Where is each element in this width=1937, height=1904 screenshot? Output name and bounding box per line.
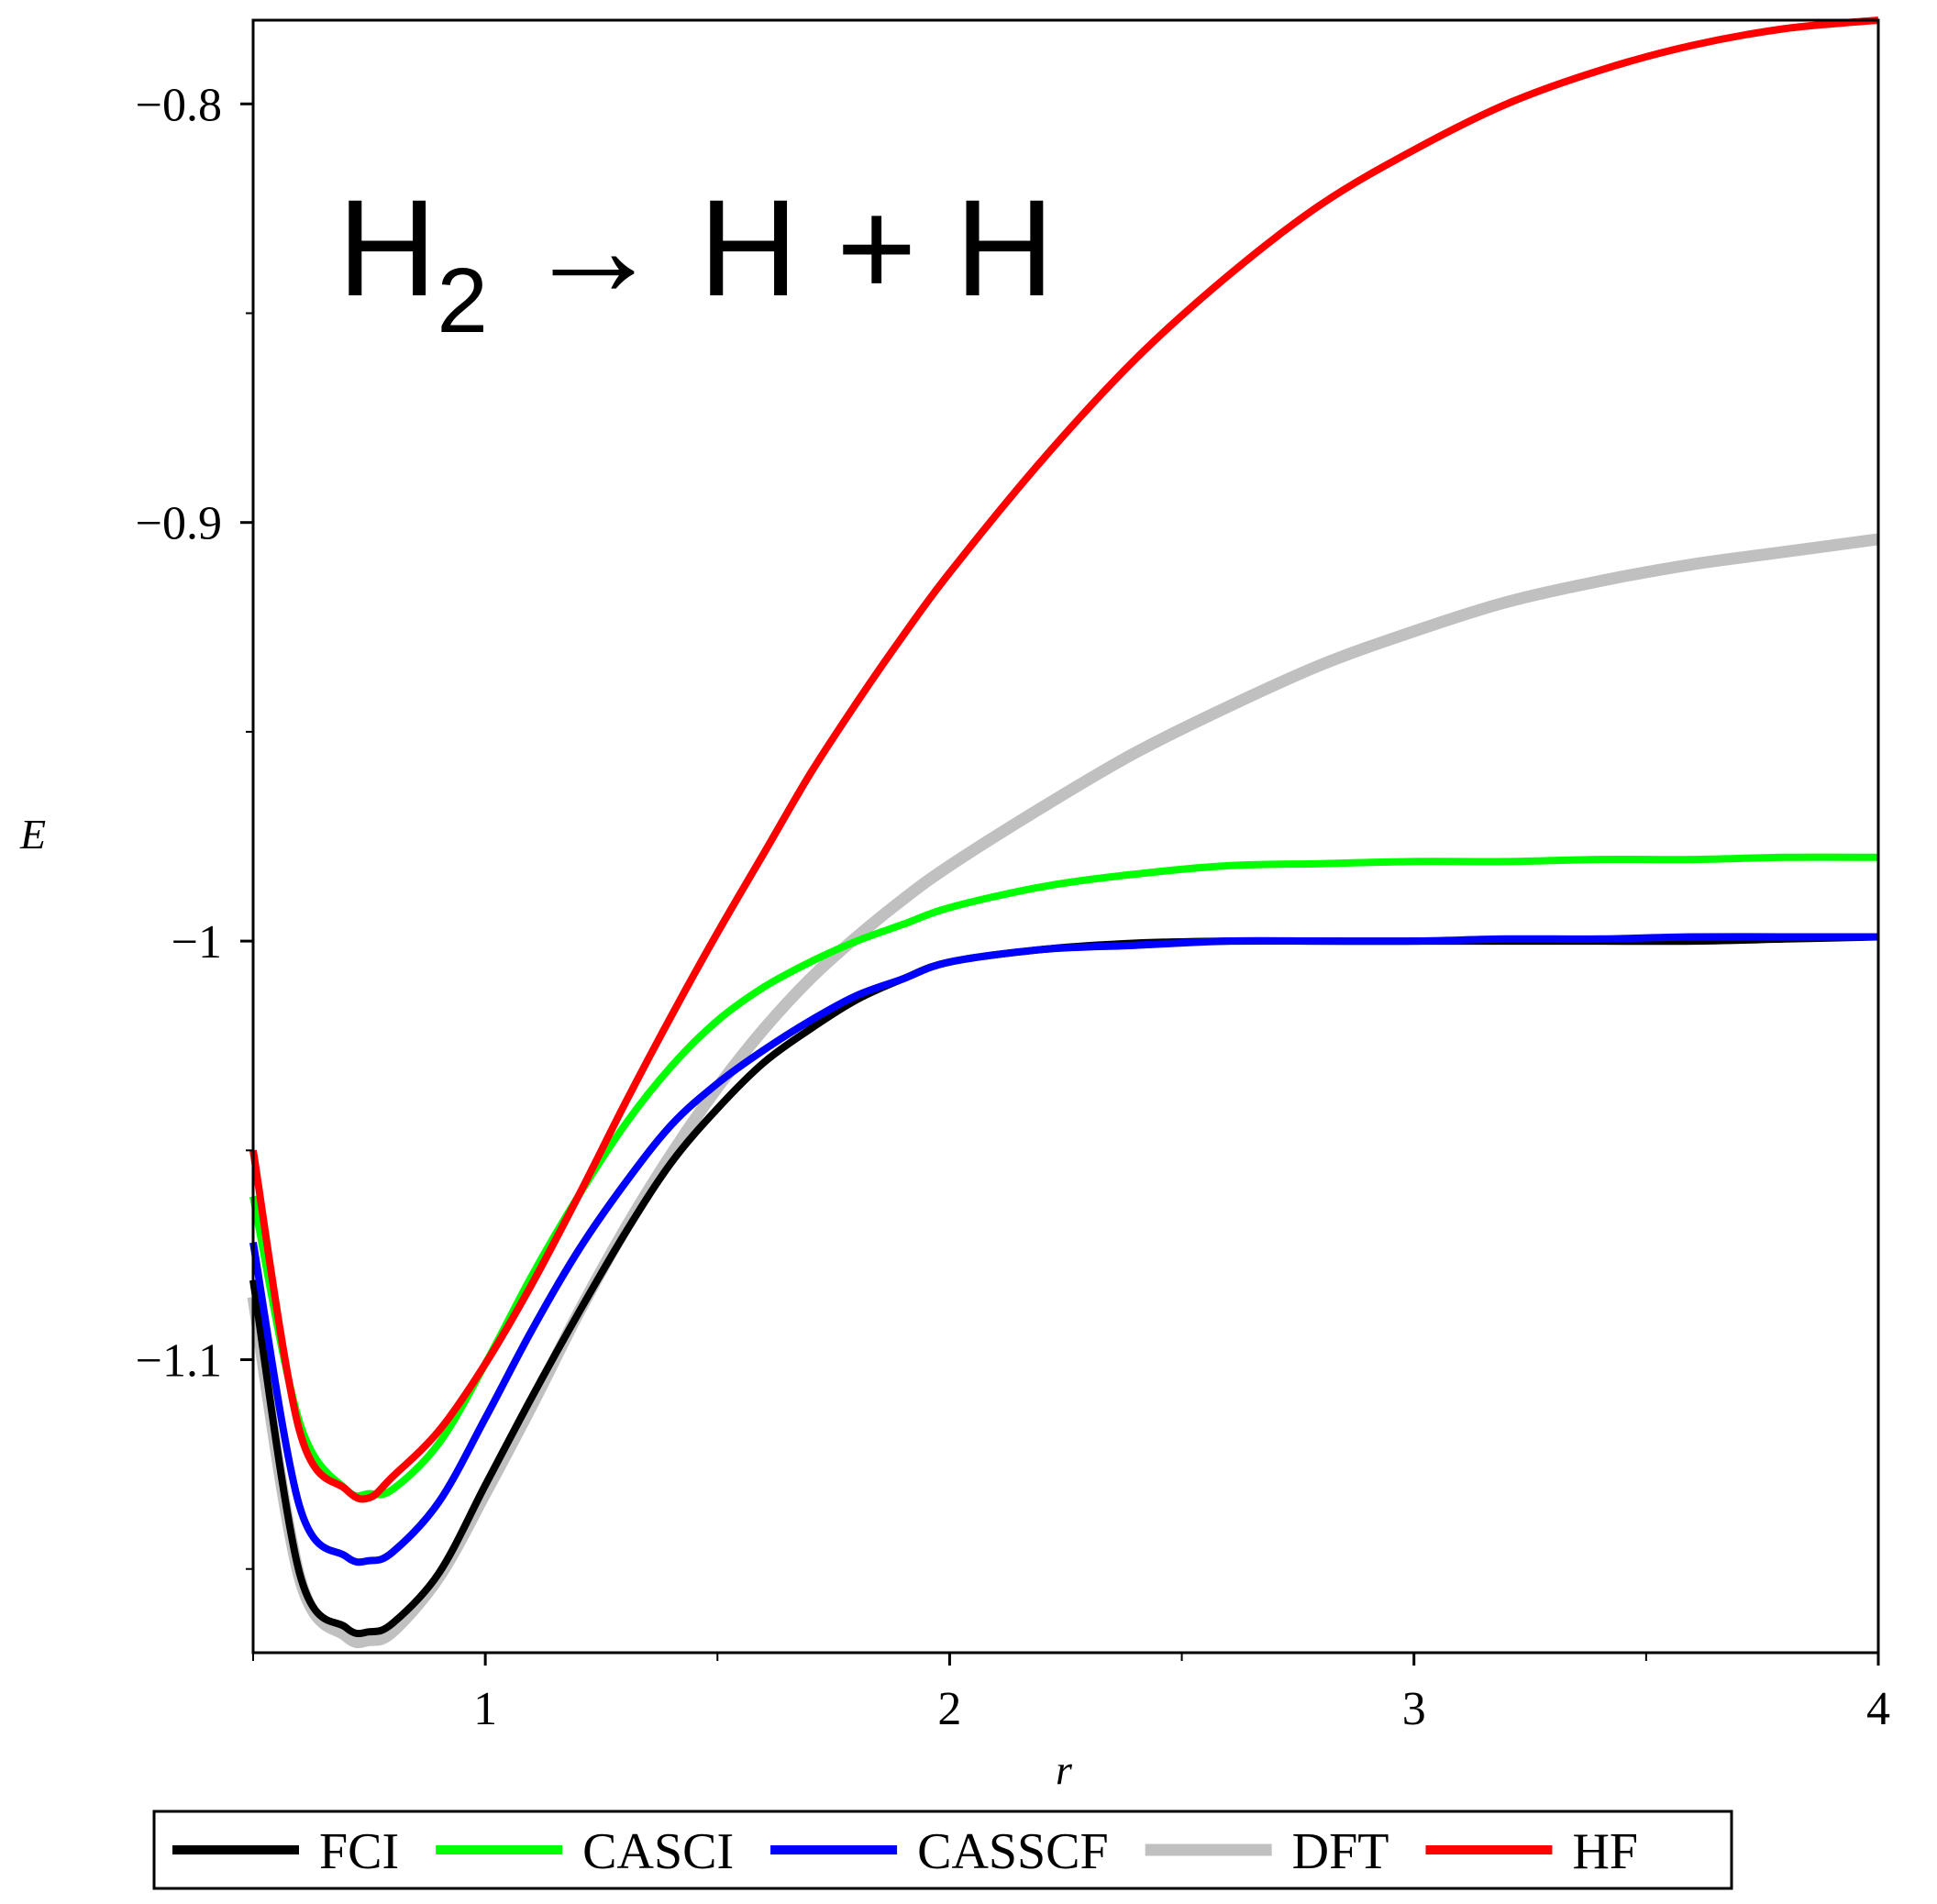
legend-label-dft: DFT	[1292, 1823, 1389, 1880]
reaction-products: H + H	[699, 171, 1055, 325]
reaction-annotation: H2 → H + H	[338, 171, 1055, 352]
series-line-casci	[249, 853, 1879, 1500]
reaction-arrow: →	[525, 171, 662, 325]
legend: FCI CASCI CASSCF DFT HF	[152, 1810, 1733, 1890]
reaction-molecule: H	[338, 171, 437, 325]
legend-label-casci: CASCI	[582, 1823, 734, 1880]
x-tick-label: 4	[1866, 1683, 1890, 1735]
x-tick-label: 2	[937, 1683, 961, 1735]
series-lines	[247, 17, 1879, 1649]
series-line-hf	[249, 17, 1879, 1503]
x-tick-label: 3	[1402, 1683, 1426, 1735]
x-tick-label: 1	[473, 1683, 497, 1735]
reaction-subscript: 2	[437, 249, 488, 352]
series-line-dft	[247, 533, 1879, 1649]
axes: 1 2 3 4 −1.1 −1 −0.9 −0.8	[136, 79, 1890, 1735]
y-tick-label: −1.1	[136, 1335, 222, 1388]
y-tick-label: −1	[172, 916, 222, 969]
legend-label-hf: HF	[1572, 1823, 1638, 1880]
legend-label-casscf: CASSCF	[917, 1823, 1109, 1880]
series-line-casscf	[249, 933, 1878, 1566]
svg-text:H2→H + H: H2 → H + H	[338, 171, 1055, 352]
y-tick-label: −0.9	[136, 498, 222, 550]
x-axis-label: r	[1056, 1746, 1073, 1793]
plot-frame	[251, 18, 1880, 1655]
legend-label-fci: FCI	[319, 1823, 399, 1880]
y-axis-label: E	[19, 811, 46, 858]
y-tick-label: −0.8	[136, 79, 222, 131]
